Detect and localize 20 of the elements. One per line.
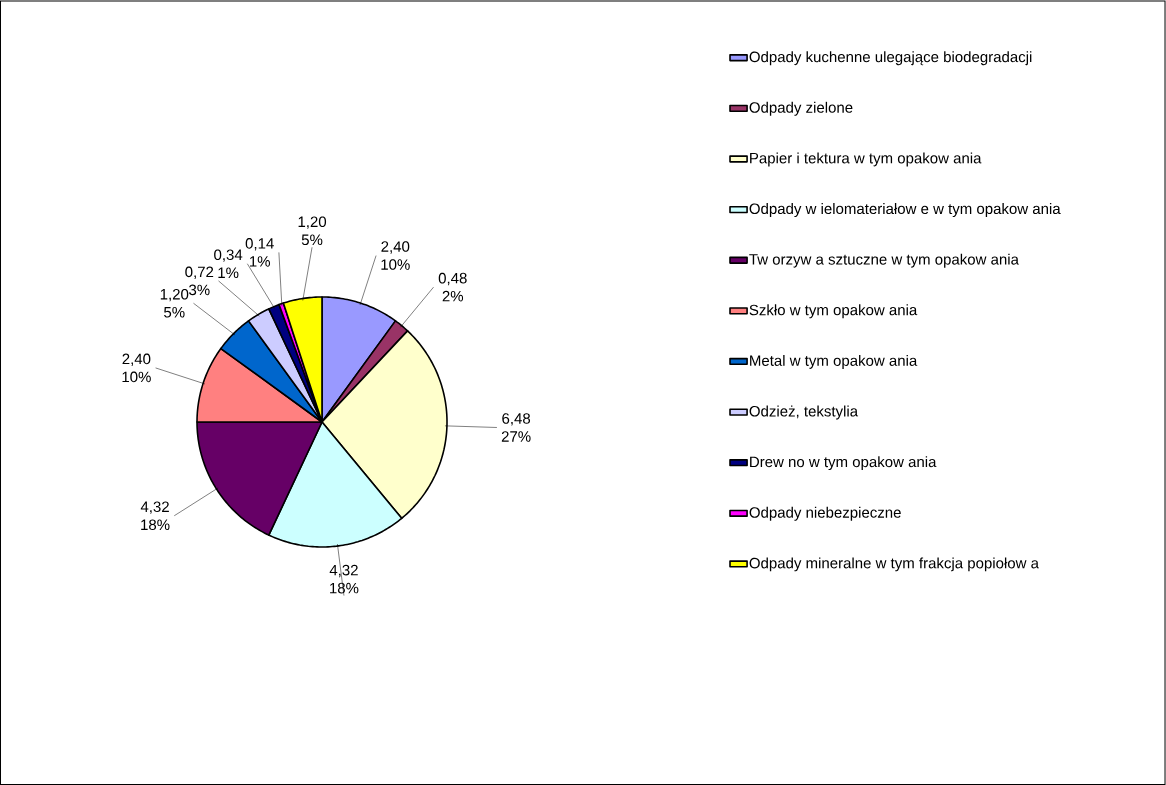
data-label: 2,40 10%	[122, 353, 151, 383]
data-label: 1,20 5%	[298, 216, 327, 246]
legend-label: Odpady niebezpieczne	[749, 506, 901, 521]
legend-label: Odpady zielone	[749, 101, 853, 116]
data-label: 2,40 10%	[381, 241, 410, 270]
data-label: 6,48 27%	[501, 413, 531, 442]
legend-label: Metal w tym opakow ania	[750, 354, 918, 369]
legend-label: Papier i tektura w tym opakow ania	[750, 152, 982, 167]
legend-label: Tw orzyw a sztuczne w tym opakow ania	[749, 253, 1019, 268]
legend-label: Odzież, tekstylia	[749, 405, 859, 420]
data-label: 0,34 1%	[214, 249, 243, 279]
legend-label: Szkło w tym opakow ania	[749, 304, 918, 319]
legend-label: Drew no w tym opakow ania	[750, 456, 937, 471]
data-label: 0,48 2%	[438, 272, 467, 302]
legend-label: Odpady mineralne w tym frakcja popiołow a	[749, 557, 1039, 572]
data-label: 0,14 1%	[245, 238, 274, 267]
data-label: 4,32 18%	[140, 501, 170, 531]
legend-label: Odpady w ielomateriałow e w tym opakow ania	[749, 203, 1061, 218]
data-label: 4,32 18%	[329, 564, 359, 594]
legend-label: Odpady kuchenne ulegające biodegradacji	[749, 51, 1032, 66]
